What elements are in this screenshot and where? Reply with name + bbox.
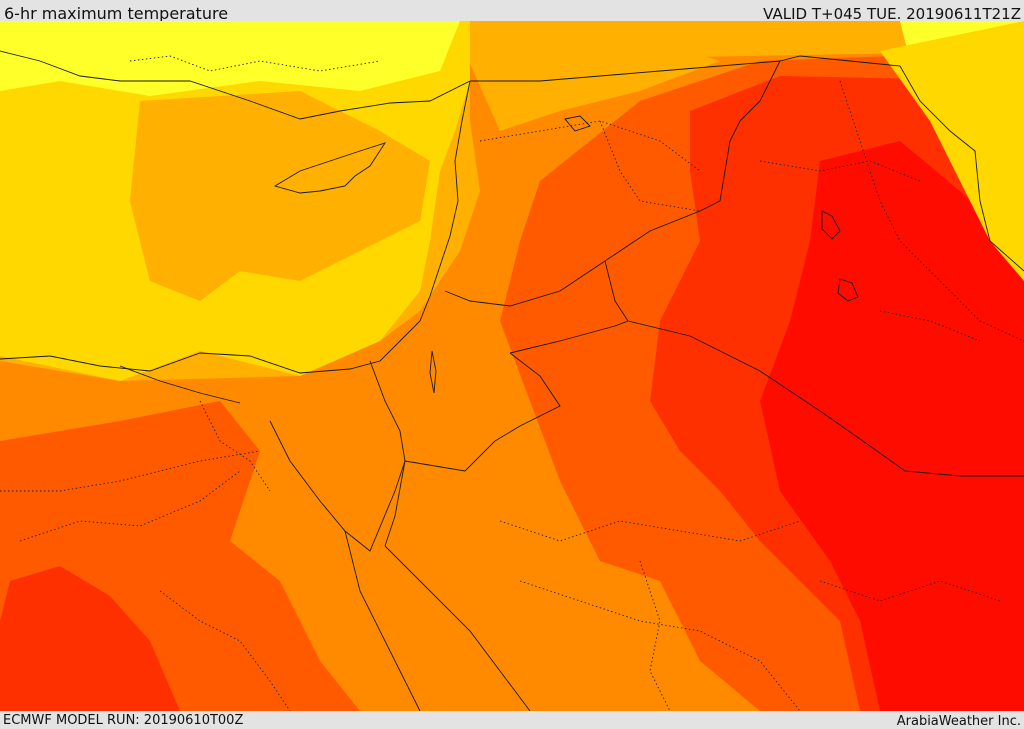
dead-sea bbox=[429, 350, 437, 394]
footer-bar bbox=[0, 711, 1024, 729]
border-dotted-7 bbox=[19, 470, 241, 542]
model-run-label: ECMWF MODEL RUN: 20190610T00Z bbox=[3, 713, 244, 728]
border-dotted-9 bbox=[499, 520, 801, 542]
border-dotted-5 bbox=[879, 310, 981, 342]
border-dotted-3 bbox=[839, 80, 1024, 342]
border-jordan-saudi bbox=[404, 352, 561, 472]
credit-label: ArabiaWeather Inc. bbox=[896, 714, 1021, 729]
band-deep-red bbox=[760, 141, 1024, 711]
border-dotted-13 bbox=[129, 55, 381, 72]
lake-tharthar bbox=[821, 210, 841, 240]
border-dotted-8 bbox=[159, 590, 291, 711]
border-turkey-syria bbox=[470, 60, 781, 82]
border-syria-jordan bbox=[444, 260, 606, 307]
temperature-map bbox=[0, 21, 1024, 711]
border-syria-iraq bbox=[604, 60, 781, 262]
band-yellow-zagros bbox=[880, 21, 1024, 281]
border-dotted-11 bbox=[639, 560, 671, 711]
band-orange-sinai-sea bbox=[350, 541, 530, 711]
border-iraq-iran bbox=[779, 55, 1024, 272]
valid-time-label: VALID T+045 TUE. 20190611T21Z bbox=[763, 5, 1021, 23]
band-light-orange-north bbox=[460, 31, 720, 131]
border-dotted-6 bbox=[0, 450, 261, 492]
lake-assad bbox=[564, 115, 591, 132]
band-light-orange-sea bbox=[130, 91, 430, 301]
border-israel-egypt bbox=[369, 360, 406, 462]
coastline-cyprus bbox=[273, 142, 387, 194]
border-iraq-saudi bbox=[627, 320, 1024, 477]
nile-delta bbox=[119, 365, 241, 404]
coastline-levant bbox=[0, 80, 471, 374]
border-iraq-jordan-saudi bbox=[509, 260, 629, 354]
map-title: 6-hr maximum temperature bbox=[4, 4, 229, 23]
border-dotted-10 bbox=[519, 580, 801, 711]
border-dotted-1 bbox=[479, 120, 701, 172]
band-lightest-turkey bbox=[0, 21, 460, 96]
coastline-turkey bbox=[0, 50, 471, 120]
band-red-egypt bbox=[0, 566, 180, 711]
header-bar bbox=[0, 0, 1024, 21]
lake-razazah bbox=[837, 278, 859, 302]
border-dotted-2 bbox=[599, 120, 701, 212]
coastline-red-sea bbox=[344, 530, 531, 711]
